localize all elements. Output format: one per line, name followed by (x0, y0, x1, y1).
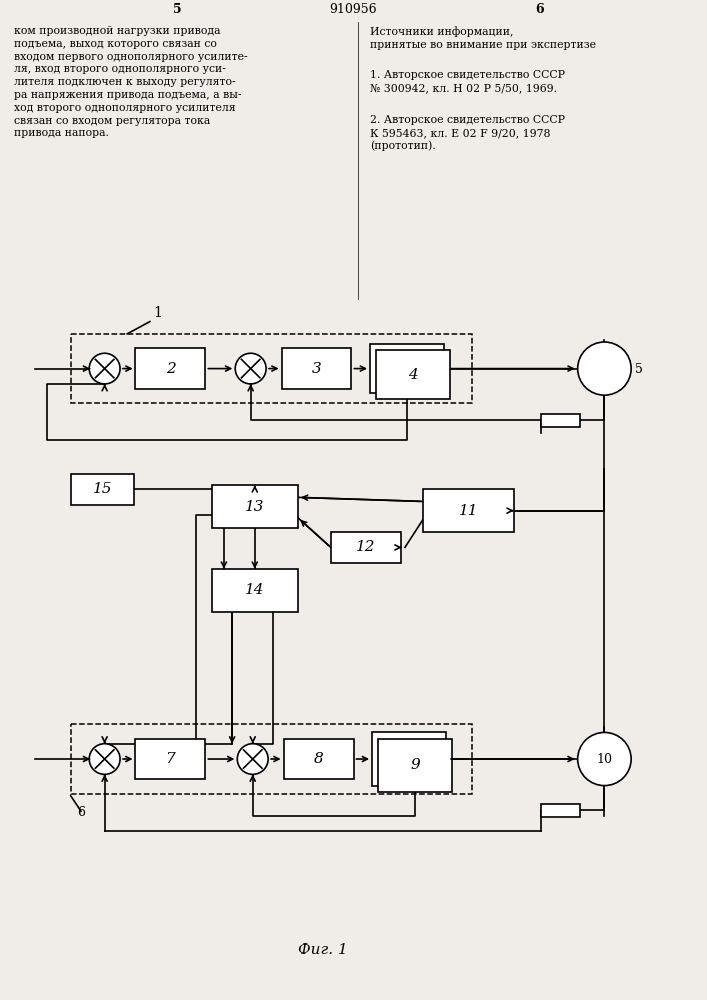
Text: 2. Авторское свидетельство СССР
К 595463, кл. Е 02 F 9/20, 1978
(прототип).: 2. Авторское свидетельство СССР К 595463… (370, 115, 565, 151)
Text: 6: 6 (536, 3, 544, 16)
Bar (281, 348, 351, 389)
Text: 6: 6 (77, 806, 85, 819)
Bar (211, 569, 298, 612)
Bar (541, 804, 580, 817)
Bar (136, 348, 206, 389)
Circle shape (578, 732, 631, 786)
Bar (136, 739, 206, 779)
Text: 15: 15 (93, 482, 112, 496)
Text: Источники информации,
принятые во внимание при экспертизе: Источники информации, принятые во вниман… (370, 26, 596, 50)
Circle shape (89, 353, 120, 384)
Bar (211, 485, 298, 528)
Text: 3: 3 (312, 362, 322, 376)
Text: 9: 9 (410, 758, 420, 772)
Bar (284, 739, 354, 779)
Circle shape (89, 744, 120, 774)
Text: 14: 14 (245, 583, 264, 597)
Text: 5: 5 (173, 3, 181, 16)
Bar (71, 474, 134, 505)
Text: Фиг. 1: Фиг. 1 (298, 943, 348, 957)
Text: 13: 13 (245, 500, 264, 514)
Bar (372, 732, 446, 786)
Text: ком производной нагрузки привода
подъема, выход которого связан со
входом первог: ком производной нагрузки привода подъема… (14, 26, 247, 138)
Bar (331, 532, 401, 563)
Text: 10: 10 (597, 753, 612, 766)
Circle shape (235, 353, 266, 384)
Bar (71, 724, 472, 794)
Bar (370, 344, 444, 393)
Text: 7: 7 (165, 752, 175, 766)
Text: 8: 8 (314, 752, 323, 766)
Text: 5: 5 (636, 363, 643, 376)
Bar (541, 414, 580, 427)
Circle shape (238, 744, 268, 774)
Text: 910956: 910956 (329, 3, 377, 16)
Text: 12: 12 (356, 540, 375, 554)
Circle shape (578, 342, 631, 395)
Bar (378, 739, 452, 792)
Bar (71, 334, 472, 403)
Bar (376, 350, 450, 399)
Text: 1: 1 (153, 306, 163, 320)
Text: 1. Авторское свидетельство СССР
№ 300942, кл. Н 02 Р 5/50, 1969.: 1. Авторское свидетельство СССР № 300942… (370, 70, 565, 93)
Text: 11: 11 (459, 504, 479, 518)
Text: 4: 4 (408, 368, 418, 382)
Bar (423, 489, 514, 532)
Text: 2: 2 (165, 362, 175, 376)
